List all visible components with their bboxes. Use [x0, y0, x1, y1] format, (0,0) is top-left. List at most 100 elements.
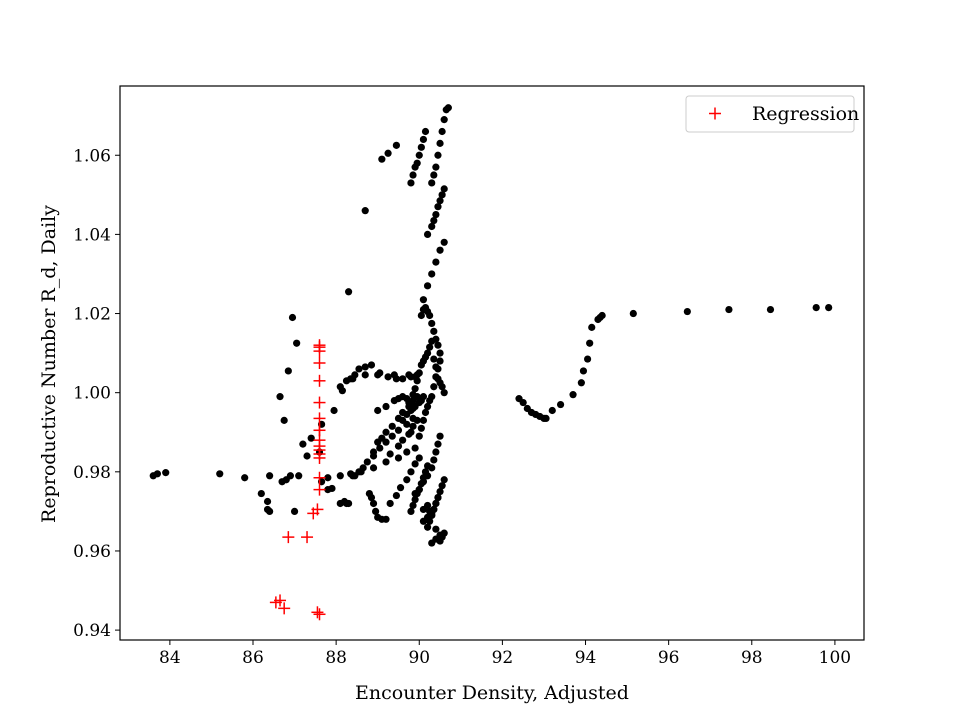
data-point — [367, 493, 376, 502]
data-point — [556, 400, 565, 409]
data-point — [426, 343, 434, 351]
data-point — [411, 444, 419, 452]
regression-point — [313, 357, 326, 369]
data-point — [266, 472, 274, 480]
data-point — [407, 507, 415, 515]
data-point — [399, 416, 407, 424]
data-point — [423, 230, 432, 238]
regression-point — [313, 374, 326, 387]
data-point — [432, 525, 440, 533]
data-point — [428, 509, 436, 517]
data-point — [162, 469, 170, 477]
data-point — [284, 367, 292, 375]
data-point — [415, 151, 423, 159]
regression-point — [313, 608, 326, 621]
data-point — [355, 365, 363, 373]
data-point — [399, 436, 407, 444]
data-point — [725, 305, 733, 314]
data-point — [440, 185, 448, 193]
x-tick-label: 92 — [492, 648, 514, 668]
data-point — [290, 507, 299, 515]
data-point — [415, 454, 423, 462]
data-point — [399, 375, 407, 383]
data-point — [369, 464, 378, 472]
data-point — [423, 349, 432, 357]
data-point — [812, 304, 820, 312]
data-point — [396, 484, 405, 492]
data-point — [407, 179, 415, 187]
data-point — [303, 452, 311, 460]
data-point — [421, 127, 430, 136]
data-point — [430, 383, 438, 391]
data-point — [598, 311, 606, 320]
data-point — [351, 371, 359, 379]
x-tick-label: 94 — [575, 648, 597, 668]
data-point — [409, 171, 417, 179]
data-point — [683, 307, 691, 316]
data-point — [372, 507, 380, 515]
regression-point — [274, 594, 287, 607]
data-point — [369, 448, 378, 456]
data-point — [299, 440, 307, 448]
data-point — [436, 139, 444, 147]
data-point — [413, 159, 421, 167]
data-point — [436, 432, 444, 440]
data-point — [415, 432, 423, 440]
data-point — [421, 468, 430, 476]
data-point — [361, 207, 369, 215]
y-tick-label: 0.94 — [73, 621, 111, 641]
data-point — [382, 515, 390, 523]
data-point — [417, 480, 425, 488]
data-point — [417, 143, 425, 151]
data-point — [434, 440, 442, 448]
data-point — [403, 448, 411, 456]
data-point — [288, 313, 297, 322]
data-point — [286, 472, 295, 480]
data-point — [388, 432, 396, 440]
x-tick-label: 96 — [658, 648, 680, 668]
data-point — [440, 238, 448, 246]
data-point — [386, 450, 394, 458]
regression-point — [313, 483, 326, 496]
data-point — [417, 424, 425, 432]
data-point — [345, 499, 353, 508]
data-point — [419, 296, 428, 304]
legend-box — [685, 95, 855, 133]
data-point — [577, 379, 585, 387]
data-point — [434, 365, 442, 373]
data-point — [369, 499, 378, 508]
data-point — [392, 375, 401, 383]
data-point — [542, 414, 550, 422]
data-point — [430, 171, 438, 179]
data-point — [153, 470, 162, 478]
data-point — [376, 444, 384, 452]
data-point — [384, 149, 392, 157]
data-point — [411, 460, 419, 468]
data-point — [407, 373, 415, 381]
data-point — [423, 402, 432, 411]
data-point — [432, 448, 440, 456]
data-point — [436, 197, 444, 205]
ticks-layer: 84 86 88 90 92 94 96 98 100 0.94 0.96 0.98 1.00 1.02 1… — [73, 146, 851, 668]
data-point — [583, 355, 592, 363]
data-point — [266, 507, 274, 515]
data-point — [382, 402, 390, 411]
data-point — [423, 501, 432, 510]
x-tick-label: 90 — [408, 648, 430, 668]
plot-frame — [119, 85, 865, 641]
x-tick-label: 100 — [819, 648, 851, 668]
data-point — [519, 398, 527, 407]
regression-point — [313, 339, 326, 352]
data-point — [438, 191, 446, 199]
data-point — [825, 304, 833, 312]
data-point — [276, 393, 284, 401]
data-point — [423, 523, 432, 531]
data-point — [428, 393, 436, 401]
legend-label-regression: Regression — [752, 103, 859, 125]
x-tick-label: 98 — [741, 648, 763, 668]
regression-point — [313, 412, 326, 425]
data-point — [413, 377, 421, 385]
data-point — [407, 468, 415, 476]
data-point — [392, 491, 401, 500]
